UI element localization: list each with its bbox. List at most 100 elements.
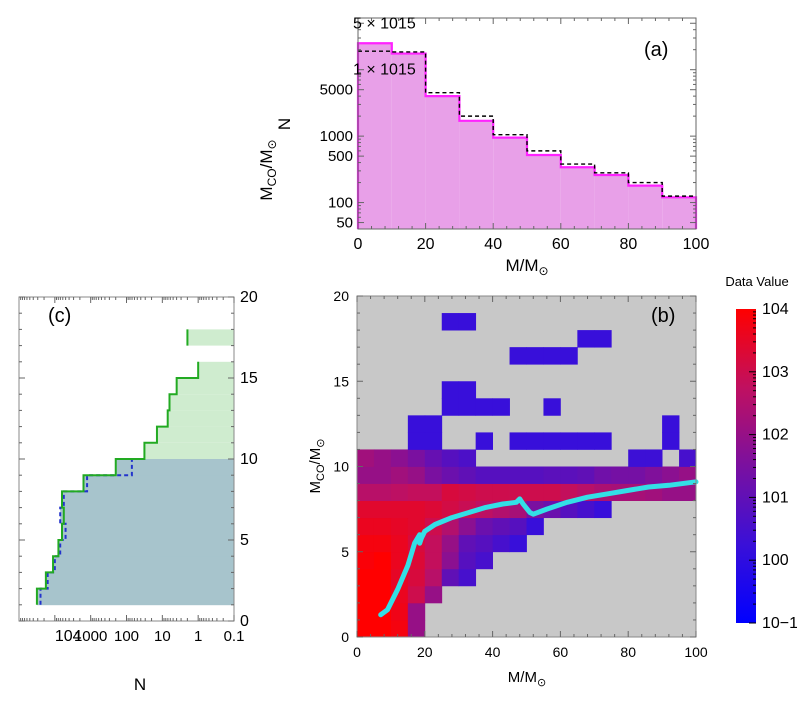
- heatmap-cell: [509, 483, 527, 501]
- heatmap-cell: [458, 313, 477, 331]
- heatmap-cell: [509, 432, 527, 450]
- x-tick-label: 100: [683, 236, 710, 253]
- heatmap-cell: [594, 330, 612, 348]
- heatmap-cell: [407, 619, 426, 638]
- heatmap-cell: [424, 500, 443, 519]
- heatmap-cell: [458, 483, 477, 501]
- y-tick-label: 15: [240, 370, 258, 387]
- heatmap-cell: [594, 500, 612, 519]
- heatmap-cell: [475, 466, 493, 484]
- heatmap-cell: [441, 500, 460, 519]
- heatmap-cell: [390, 517, 409, 536]
- heatmap-cell: [458, 381, 477, 399]
- heatmap-cell: [373, 551, 392, 570]
- heatmap-cell: [390, 551, 409, 570]
- heatmap-cell: [407, 449, 426, 467]
- heatmap-cell: [492, 534, 510, 553]
- heatmap-cell: [509, 534, 527, 553]
- heatmap-cell: [424, 432, 443, 450]
- colorbar: Data Value 104 103 102 101 100 10−1: [725, 274, 797, 632]
- heatmap-cell: [357, 534, 375, 553]
- step-fill-green: [167, 410, 234, 427]
- heatmap-cell: [492, 517, 510, 536]
- tick-label: 102: [762, 427, 789, 444]
- panel-c-y-axis-label: MCO/M⊙: [257, 139, 279, 200]
- y-tick-label: 5: [240, 532, 249, 549]
- heatmap-cell: [645, 449, 663, 467]
- step-blue-dashed-line: [39, 459, 133, 605]
- histogram-bar: [662, 197, 696, 229]
- y-tick-label: 1000: [320, 128, 353, 145]
- heatmap-cell: [407, 415, 426, 433]
- heatmap-cell: [373, 449, 392, 467]
- heatmap-cell: [373, 466, 392, 484]
- x-tick-label: 100: [114, 628, 139, 645]
- panel-b-y-axis-label: MCO/M⊙: [307, 439, 327, 494]
- heatmap-cell: [662, 432, 680, 450]
- heatmap-cell: [441, 381, 460, 399]
- histogram-bar: [391, 53, 426, 229]
- step-fill-green: [176, 378, 234, 395]
- heatmap-cell: [594, 432, 612, 450]
- step-fill-green: [187, 329, 234, 346]
- heatmap-cell: [407, 466, 426, 484]
- x-tick-label: 40: [484, 236, 502, 253]
- step-fill-blue: [62, 523, 235, 541]
- heatmap-cell: [441, 466, 460, 484]
- step-fill-blue: [36, 588, 235, 606]
- heatmap-cell: [475, 517, 493, 536]
- heatmap-cell: [543, 466, 561, 484]
- heatmap-cell: [441, 551, 460, 570]
- heatmap-cell: [424, 568, 443, 587]
- x-tick-label: 80: [620, 644, 636, 660]
- x-tick-label: 40: [485, 644, 501, 660]
- heatmap-cell: [475, 398, 493, 416]
- panel-a-frame: [357, 17, 697, 230]
- panel-b-ticks: 0 20 40 60 80 100 0 5 10 15 20: [333, 288, 707, 660]
- step-fill-blue: [83, 475, 235, 492]
- heatmap-cell: [407, 483, 426, 501]
- histogram-bar: [459, 120, 494, 229]
- heatmap-cell: [357, 466, 375, 484]
- heatmap-cell: [357, 568, 375, 587]
- x-tick-label: 1000: [74, 628, 107, 645]
- histogram-bar: [628, 185, 663, 229]
- panel-b-x-axis-label: M/M⊙: [508, 669, 546, 689]
- heatmap-cell: [390, 619, 409, 638]
- heatmap-cell: [390, 534, 409, 553]
- heatmap-cell: [594, 466, 612, 484]
- heatmap-cell: [662, 466, 680, 484]
- panel-b-label: (b): [651, 305, 675, 327]
- step-fill-blue: [45, 572, 235, 589]
- heatmap-cell: [475, 432, 493, 450]
- y-tick-label: 10: [240, 451, 258, 468]
- panel-a-label: (a): [644, 39, 668, 61]
- heatmap-cell: [509, 466, 527, 484]
- x-tick-label: 80: [620, 236, 638, 253]
- heatmap-cell: [373, 483, 392, 501]
- heatmap-cell: [357, 517, 375, 536]
- heatmap-cell: [492, 466, 510, 484]
- tick-label: 100: [762, 552, 789, 569]
- tick-label: 104: [762, 301, 789, 318]
- heatmap-cell: [577, 466, 595, 484]
- heatmap-cell: [424, 534, 443, 553]
- heatmap-cell: [577, 330, 595, 348]
- x-tick-label: 20: [417, 236, 435, 253]
- heatmap-cell: [407, 585, 426, 604]
- heatmap-cell: [475, 483, 493, 501]
- heatmap-cell: [458, 534, 477, 553]
- heatmap-cell: [543, 432, 561, 450]
- heatmap-cell: [441, 313, 460, 331]
- x-tick-label: 60: [553, 644, 569, 660]
- heatmap-cell: [373, 619, 392, 638]
- histogram-dashed-line: [358, 50, 696, 197]
- y-tick-label: 0: [240, 613, 249, 630]
- step-fill-blue: [62, 491, 235, 508]
- heatmap-cell: [357, 483, 375, 501]
- histogram-bar: [560, 167, 595, 229]
- heatmap-cell: [357, 602, 375, 621]
- colorbar-title: Data Value: [725, 274, 788, 289]
